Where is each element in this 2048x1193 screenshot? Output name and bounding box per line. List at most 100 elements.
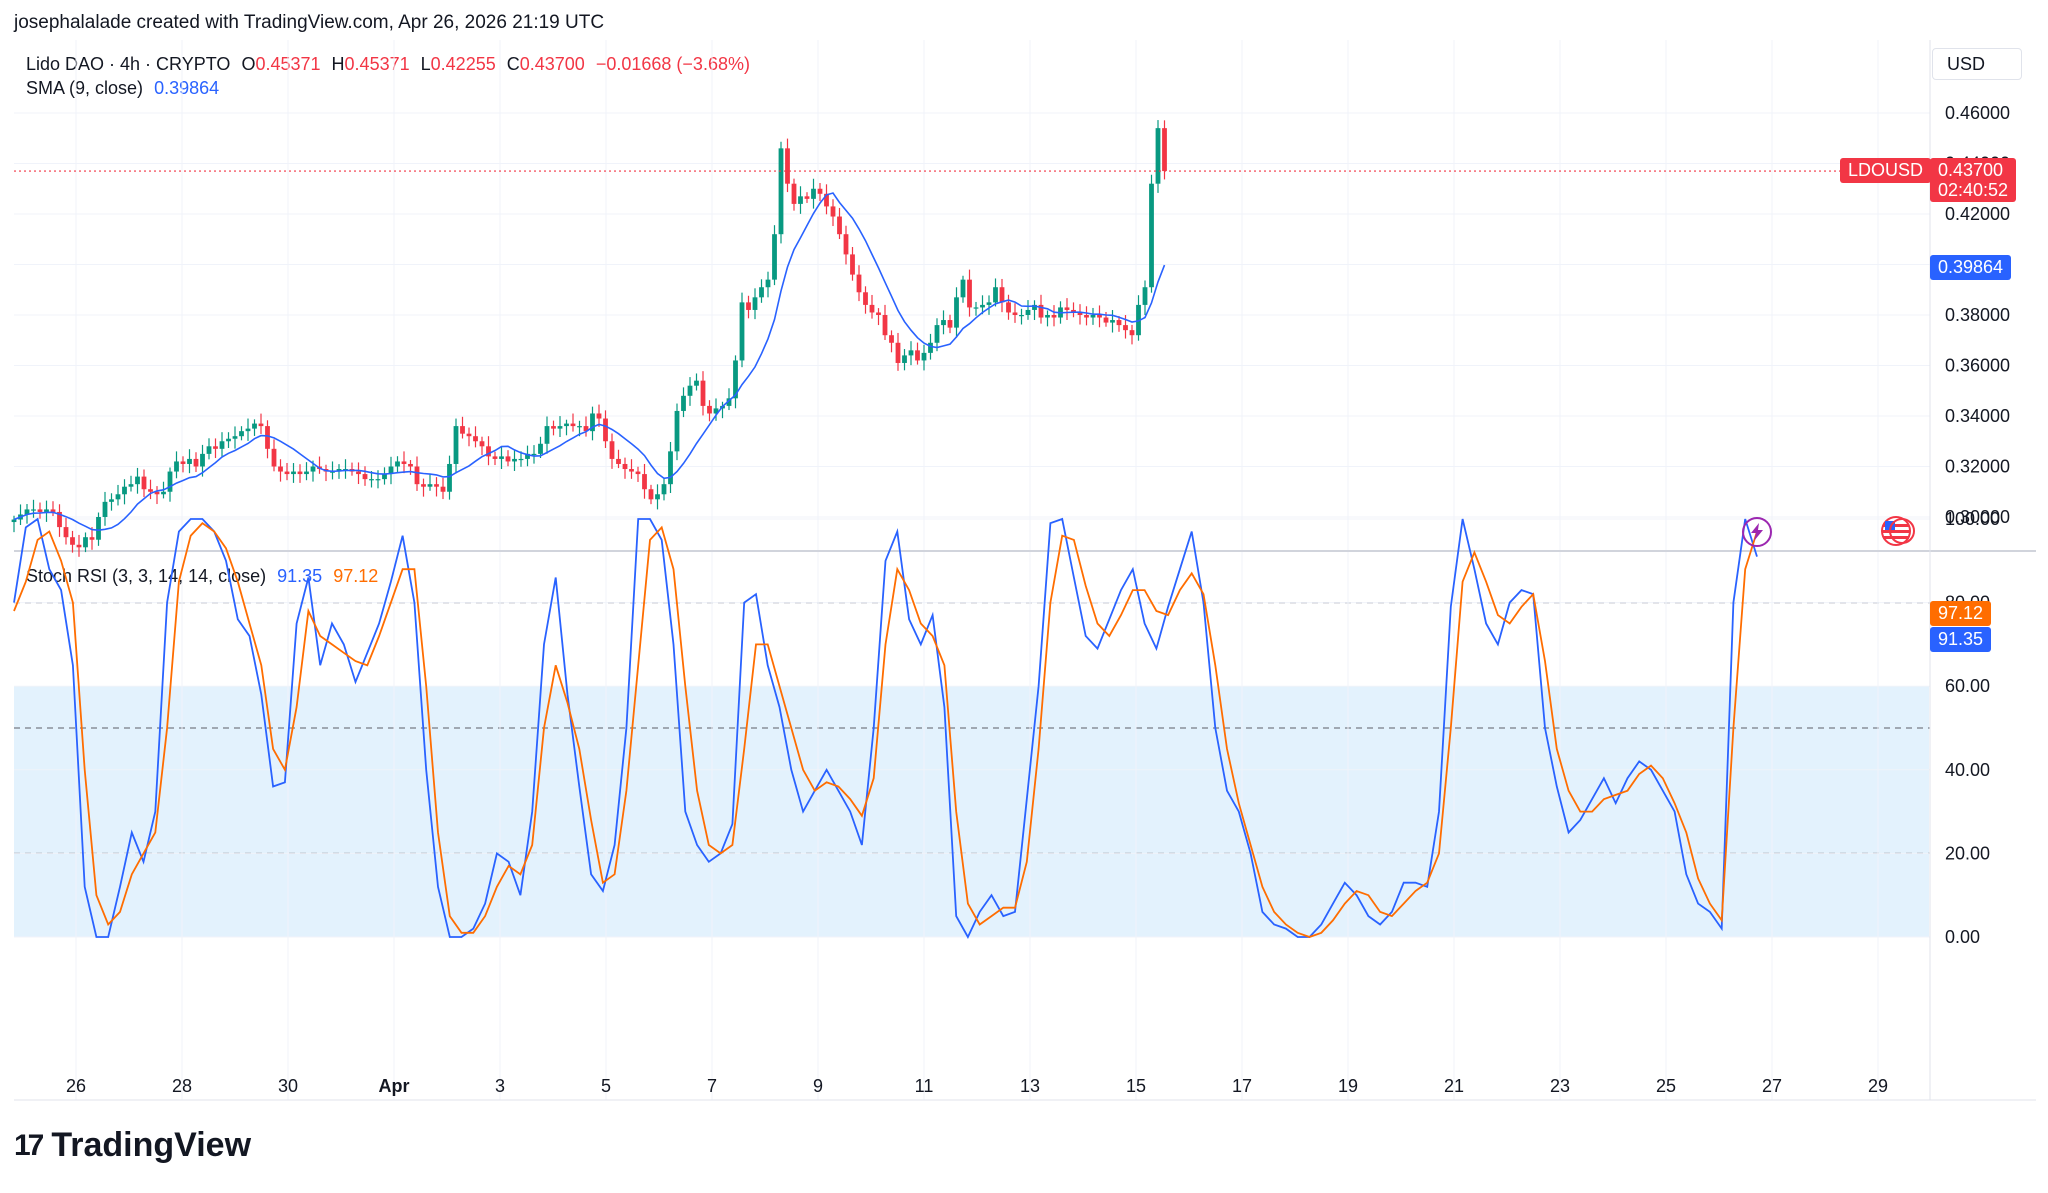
us-flag-icon[interactable] <box>1880 515 1916 547</box>
sma-value: 0.39864 <box>154 78 220 98</box>
candle-body <box>167 471 173 492</box>
time-axis-label: 29 <box>1868 1076 1888 1096</box>
candle-body <box>616 458 621 464</box>
candle-body <box>37 509 43 512</box>
candle-body <box>700 380 706 406</box>
candle-body <box>356 471 361 475</box>
logo-text: TradingView <box>51 1126 252 1164</box>
candle-body <box>50 509 56 512</box>
candle-body <box>115 494 121 500</box>
candle-body <box>817 188 823 194</box>
rsi-d-value: 97.12 <box>333 566 379 586</box>
rsi-axis-label: 20.00 <box>1945 843 1990 863</box>
low-value: 0.42255 <box>430 54 496 74</box>
candle-body <box>999 287 1005 303</box>
candle-body <box>583 426 589 432</box>
candle-body <box>440 486 446 492</box>
candle-body <box>1084 315 1089 318</box>
tradingview-logo[interactable]: 17 TradingView <box>14 1126 251 1165</box>
lightning-icon[interactable] <box>1742 517 1772 547</box>
time-axis-label: 5 <box>601 1076 611 1096</box>
candle-body <box>856 274 862 293</box>
symbol-tag: LDOUSD <box>1840 158 1932 183</box>
sma-tag: 0.39864 <box>1930 255 2012 280</box>
time-axis-label: 23 <box>1550 1076 1570 1096</box>
candle-body <box>297 471 303 475</box>
currency-selector[interactable]: USD <box>1932 48 2022 80</box>
candle-body <box>629 469 634 472</box>
time-axis-label: 26 <box>66 1076 86 1096</box>
time-axis-label: 17 <box>1232 1076 1252 1096</box>
candle-body <box>252 423 257 429</box>
time-axis-label: 30 <box>278 1076 298 1096</box>
candle-body <box>596 413 602 419</box>
stoch-rsi-d-line <box>13 522 1758 938</box>
time-axis-label: 9 <box>813 1076 823 1096</box>
candle-body <box>1038 304 1044 318</box>
chart-canvas[interactable]: 26 28 30 Apr 3 5 7 9 11 13 15 17 19 21 23 25 27 29 0.4600… <box>0 0 2048 1110</box>
last-price-value: 0.43700 <box>1938 160 2004 180</box>
candle-body <box>193 458 199 467</box>
candle-body <box>375 479 381 481</box>
candle-body <box>1142 287 1148 305</box>
candle-body <box>551 426 556 429</box>
candle-body <box>96 517 101 540</box>
candle-body <box>837 216 842 235</box>
high-label: H <box>331 54 345 74</box>
candle-body <box>824 193 829 207</box>
candle-body <box>265 426 270 449</box>
candle-body <box>1155 128 1161 184</box>
candle-body <box>967 279 972 308</box>
candle-body <box>674 410 680 452</box>
candle-body <box>70 537 75 545</box>
candle-body <box>915 350 920 361</box>
sma-legend[interactable]: SMA (9, close) 0.39864 <box>26 78 225 99</box>
candle-body <box>135 476 140 485</box>
change-value: −0.01668 (−3.68%) <box>595 54 750 74</box>
candle-body <box>538 443 543 454</box>
candle-body <box>934 325 940 343</box>
candle-body <box>401 461 407 464</box>
candle-body <box>876 312 881 315</box>
candle-body <box>518 458 524 461</box>
rsi-axis-label: 40.00 <box>1945 760 1990 780</box>
candle-body <box>161 491 166 495</box>
candle-body <box>694 380 699 386</box>
candle-body <box>739 302 745 361</box>
time-axis-label: 3 <box>495 1076 505 1096</box>
rsi-axis-label: 100.00 <box>1945 509 2000 529</box>
symbol-label[interactable]: Lido DAO · 4h · CRYPTO <box>26 54 231 74</box>
candle-body <box>63 527 69 538</box>
candle-body <box>590 413 595 432</box>
candle-body <box>778 148 784 235</box>
time-axis-label: 21 <box>1444 1076 1464 1096</box>
price-grid <box>14 112 1930 518</box>
main-legend: Lido DAO · 4h · CRYPTO O0.45371 H0.45371… <box>26 54 756 75</box>
candle-body <box>746 302 751 310</box>
countdown-value: 02:40:52 <box>1938 180 2009 200</box>
rsi-grid <box>14 518 1930 938</box>
candle-body <box>226 438 231 442</box>
candle-body <box>24 509 30 515</box>
candle-body <box>895 342 901 363</box>
candle-body <box>882 315 888 336</box>
rsi-label: Stoch RSI (3, 3, 14, 14, close) <box>26 566 267 586</box>
candle-body <box>785 148 790 184</box>
low-label: L <box>420 54 431 74</box>
close-value: 0.43700 <box>519 54 585 74</box>
rsi-k-tag: 91.35 <box>1930 627 1992 652</box>
candle-body <box>733 360 738 399</box>
candle-body <box>44 509 49 512</box>
candle-body <box>661 484 667 495</box>
candle-body <box>798 196 803 204</box>
candle-body <box>648 489 654 500</box>
sma-label: SMA (9, close) <box>26 78 144 98</box>
candle-body <box>642 474 647 490</box>
candle-body <box>1064 307 1070 310</box>
open-label: O <box>241 54 256 74</box>
candle-body <box>271 448 277 467</box>
time-axis-label: 28 <box>172 1076 192 1096</box>
candle-body <box>1097 315 1102 318</box>
rsi-band <box>14 686 1929 937</box>
